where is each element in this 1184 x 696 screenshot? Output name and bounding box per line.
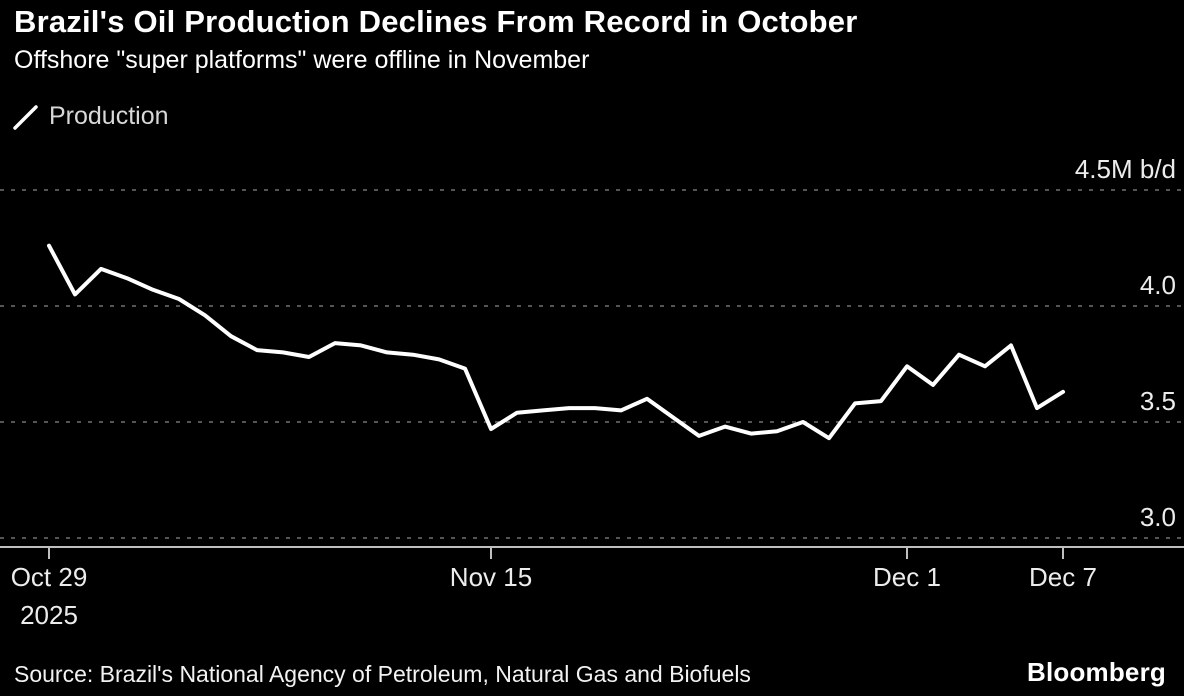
chart-footer: Source: Brazil's National Agency of Petr… [14,657,1166,688]
y-tick-label: 3.5 [1140,386,1176,416]
x-tick-label: Dec 1 [873,562,941,592]
x-tick-sublabel: 2025 [20,600,78,630]
chart-subtitle: Offshore "super platforms" were offline … [14,46,590,74]
y-tick-label: 4.0 [1140,270,1176,300]
chart-title: Brazil's Oil Production Declines From Re… [14,4,858,39]
x-tick-label: Dec 7 [1029,562,1097,592]
legend: Production [12,102,169,131]
production-line [47,243,1065,441]
bloomberg-logo: Bloomberg [1026,657,1166,687]
line-series-icon [13,104,38,130]
legend-label: Production [49,102,169,130]
y-tick-label: 3.0 [1140,502,1176,532]
x-tick-label: Nov 15 [450,562,532,592]
source-text: Source: Brazil's National Agency of Petr… [14,661,751,687]
y-tick-label: 4.5M b/d [1075,154,1176,184]
production-line-chart: 4.5M b/d 4.0 3.5 3.0 Oct 29 2025 Nov 15 Dec 1 De… [0,154,1184,630]
x-tick-label: Oct 29 [11,562,88,592]
